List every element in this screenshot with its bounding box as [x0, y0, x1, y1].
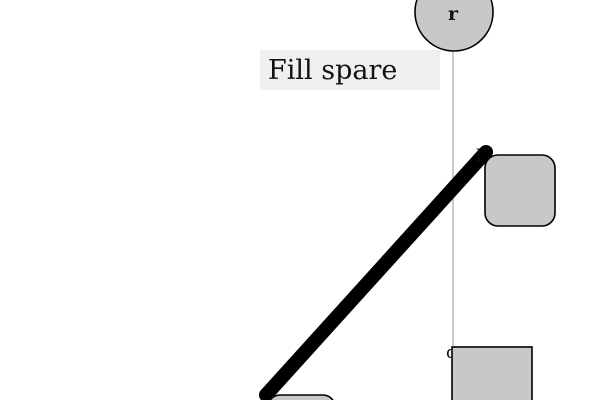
node-bottom-shape	[269, 394, 334, 400]
node-r-shape	[414, 0, 494, 52]
node-l[interactable]: l	[476, 146, 556, 227]
node-l-label: l	[476, 146, 481, 166]
caption-background	[260, 50, 440, 90]
caption-text: Fill spare	[268, 55, 397, 86]
node-r-label: r	[448, 3, 459, 25]
node-q[interactable]: q	[446, 343, 533, 400]
node-bottom[interactable]	[268, 394, 335, 400]
caption: Fill spare	[260, 50, 440, 90]
node-r[interactable]: r	[414, 0, 494, 52]
node-q-shape	[451, 346, 533, 400]
node-l-shape	[484, 154, 556, 227]
edge-bottom-to-l	[259, 145, 493, 400]
